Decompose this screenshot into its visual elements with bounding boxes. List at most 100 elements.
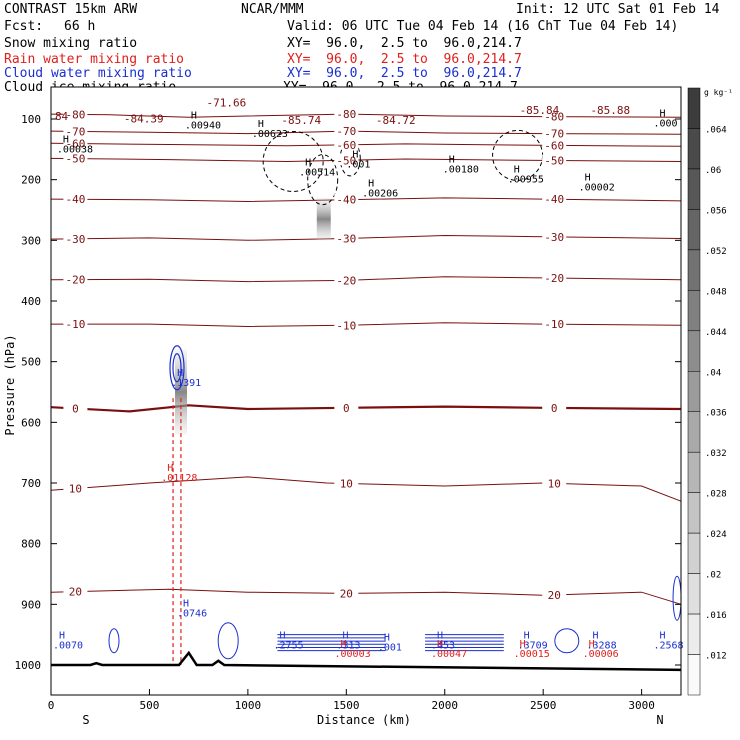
maximum-marker: H bbox=[659, 108, 665, 119]
x-axis-label: Distance (km) bbox=[317, 713, 411, 727]
maximum-marker: H bbox=[342, 631, 348, 642]
contour-label: -60 bbox=[336, 139, 356, 152]
contour-label-bg bbox=[542, 110, 567, 122]
maximum-marker: H bbox=[437, 631, 443, 642]
maximum-marker: H bbox=[449, 154, 455, 165]
maximum-value: .00003 bbox=[335, 649, 371, 660]
field-xy-rain: XY= 96.0, 2.5 to 96.0,214.7 bbox=[287, 52, 522, 67]
colorbar-swatch bbox=[687, 209, 701, 251]
contour-label: -20 bbox=[336, 274, 356, 287]
maximum-marker: H bbox=[341, 639, 347, 650]
contour-label: -30 bbox=[65, 233, 85, 246]
valid-time: Valid: 06 UTC Tue 04 Feb 14 (16 ChT Tue … bbox=[287, 19, 679, 34]
colorbar-swatch bbox=[687, 451, 701, 493]
contour-label-bg bbox=[334, 154, 359, 166]
contour-label: 0 bbox=[551, 402, 558, 415]
contour-label: -20 bbox=[544, 272, 564, 285]
init-time: Init: 12 UTC Sat 01 Feb 14 bbox=[516, 2, 720, 17]
maximum-marker: H bbox=[167, 463, 173, 474]
temperature-contour bbox=[50, 588, 682, 605]
maximum-marker: H bbox=[183, 598, 189, 609]
maximum-value: .00623 bbox=[252, 129, 288, 140]
south-label: S bbox=[82, 713, 89, 727]
field-name-rain: Rain water mixing ratio bbox=[4, 52, 185, 67]
contour-label-bg bbox=[63, 152, 88, 164]
y-tick-label: 600 bbox=[21, 416, 41, 429]
contour-label-bg bbox=[334, 477, 359, 489]
colorbar-tick-label: .012 bbox=[705, 652, 727, 662]
contour-label-bg bbox=[63, 273, 88, 285]
colorbar-swatch bbox=[687, 532, 701, 574]
maximum-marker: H bbox=[384, 632, 390, 643]
contour-label-bg bbox=[63, 125, 88, 137]
contour-label: 0 bbox=[72, 402, 79, 415]
maximum-value: .1391 bbox=[171, 378, 201, 389]
colorbar-swatch bbox=[687, 613, 701, 655]
maximum-value: .313 bbox=[336, 641, 360, 652]
x-tick-label: 2500 bbox=[530, 699, 557, 712]
contour-label-bg bbox=[334, 232, 359, 244]
contour-label-bg bbox=[542, 139, 567, 151]
contour-label: -60 bbox=[65, 138, 85, 151]
plot-frame bbox=[50, 86, 682, 696]
contour-label-bg bbox=[542, 127, 567, 139]
contour-label-bg bbox=[542, 588, 567, 600]
maximum-marker: H bbox=[659, 631, 665, 642]
colorbar-tick-label: .064 bbox=[705, 125, 727, 135]
colorbar-swatch bbox=[687, 87, 701, 129]
maximum-value: .00006 bbox=[583, 649, 619, 660]
x-tick-label: 1000 bbox=[235, 699, 262, 712]
colorbar-tick-label: .024 bbox=[705, 530, 727, 540]
colorbar-tick-label: .04 bbox=[705, 368, 721, 378]
contour-label-bg bbox=[63, 193, 88, 205]
contour-label-bg bbox=[542, 477, 567, 489]
org-label: NCAR/MMM bbox=[241, 2, 304, 17]
y-tick-label: 900 bbox=[21, 598, 41, 611]
colorbar-swatch bbox=[687, 168, 701, 210]
colorbar-swatch bbox=[687, 654, 701, 696]
contour-label-bg bbox=[63, 318, 88, 330]
maximum-value: .00015 bbox=[514, 649, 550, 660]
contour-label: 20 bbox=[340, 587, 353, 600]
contour-label: -50 bbox=[544, 154, 564, 167]
maximum-marker: H bbox=[520, 639, 526, 650]
y-tick-label: 1000 bbox=[15, 659, 42, 672]
north-label: N bbox=[656, 713, 663, 727]
cloud-water-contour bbox=[169, 345, 185, 391]
y-tick-label: 400 bbox=[21, 295, 41, 308]
contour-label: -40 bbox=[336, 194, 356, 207]
colorbar-tick-label: .052 bbox=[705, 247, 727, 257]
maximum-value: .00206 bbox=[362, 189, 398, 200]
maximum-marker: H bbox=[368, 179, 374, 190]
contour-label-bg bbox=[334, 274, 359, 286]
contour-label-bg bbox=[334, 401, 359, 413]
maximum-value: .001 bbox=[378, 642, 402, 653]
contour-label-bg bbox=[63, 108, 88, 120]
maximum-marker: H bbox=[59, 631, 65, 642]
contour-label-bg bbox=[63, 232, 88, 244]
contour-label-bg bbox=[542, 193, 567, 205]
contour-label: -50 bbox=[336, 154, 356, 167]
temperature-contour bbox=[50, 476, 682, 502]
contour-label: -80 bbox=[336, 108, 356, 121]
field-name-cloud-water: Cloud water mixing ratio bbox=[4, 66, 192, 81]
y-tick-label: 300 bbox=[21, 234, 41, 247]
contour-label: 10 bbox=[69, 482, 82, 495]
colorbar-tick-label: .044 bbox=[705, 328, 727, 338]
minimum-value: -85.84 bbox=[520, 104, 560, 117]
field-name-snow: Snow mixing ratio bbox=[4, 36, 138, 51]
colorbar-swatch bbox=[687, 249, 701, 291]
terrain-line bbox=[51, 650, 682, 672]
maximum-marker: H bbox=[63, 134, 69, 145]
maximum-marker: H bbox=[258, 119, 264, 130]
contour-label-bg bbox=[63, 137, 88, 149]
cloud-ice-patch bbox=[316, 197, 331, 241]
contour-label: 10 bbox=[340, 478, 353, 491]
model-title: CONTRAST 15km ARW bbox=[4, 2, 138, 17]
contour-label-bg bbox=[63, 482, 88, 494]
maximum-marker: H bbox=[585, 173, 591, 184]
contour-label-bg bbox=[542, 272, 567, 284]
maximum-value: .00002 bbox=[579, 183, 615, 194]
x-tick-label: 2000 bbox=[432, 699, 459, 712]
maximum-marker: H bbox=[589, 639, 595, 650]
